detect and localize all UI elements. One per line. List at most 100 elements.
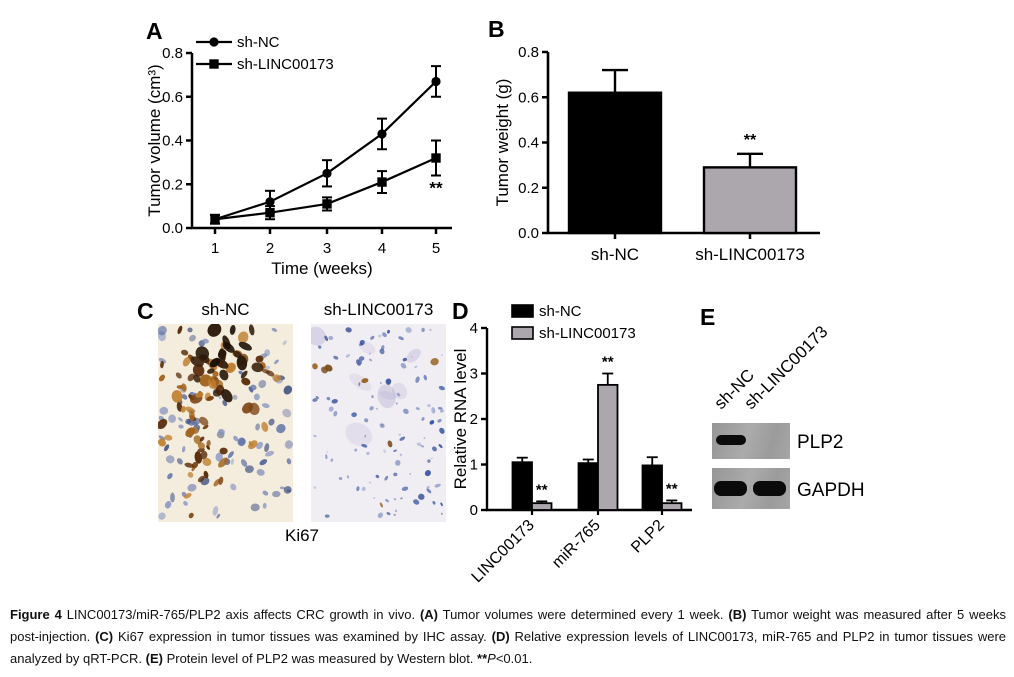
ihc-cell: [248, 386, 254, 393]
ihc-cell: [283, 385, 293, 395]
ihc-cell: [379, 422, 383, 426]
panel-e-label: E: [700, 304, 716, 330]
ihc-cell: [282, 408, 292, 418]
ihc-cell: [212, 389, 222, 397]
ihc-cell: [331, 399, 338, 404]
ihc-cell: [232, 394, 238, 400]
ihc-cell: [432, 500, 436, 505]
ihc-cell: [356, 486, 360, 492]
ihc-cell: [379, 502, 383, 508]
x-category-label: LINC00173: [469, 517, 538, 586]
ihc-cell: [158, 418, 168, 430]
ihc-cell: [218, 457, 229, 468]
data-point: [265, 207, 275, 218]
ihc-cell: [181, 383, 187, 392]
ihc-cell: [283, 486, 292, 494]
ihc-cell: [345, 354, 351, 358]
y-tick-label: 0.2: [162, 176, 183, 193]
y-tick-label: 0: [470, 502, 478, 519]
ihc-cell: [264, 349, 271, 356]
ihc-cell: [193, 374, 201, 383]
ihc-cell: [400, 497, 403, 500]
ihc-cell: [421, 417, 425, 421]
significance-stars: **: [429, 179, 443, 198]
ihc-cell: [262, 502, 267, 509]
ihc-cell: [190, 356, 204, 367]
x-category-label: PLP2: [628, 517, 668, 557]
ihc-cell: [377, 512, 384, 519]
ihc-cell: [375, 407, 379, 410]
ihc-cell: [386, 512, 391, 516]
ihc-cell: [240, 370, 248, 379]
wb-lane-label-sh-linc00173: sh-LINC00173: [740, 322, 832, 413]
ihc-cell: [345, 327, 352, 333]
ihc-cell: [403, 408, 409, 415]
ihc-cell: [168, 414, 177, 423]
bar-sh-NC: [567, 91, 663, 235]
x-tick-label: 3: [323, 240, 331, 257]
ihc-cell: [264, 365, 271, 370]
y-tick-label: 0.0: [518, 225, 539, 242]
ihc-cell: [184, 492, 192, 499]
caption-segment: LINC00173/miR-765/PLP2 axis affects CRC …: [61, 607, 420, 622]
ihc-cell: [338, 476, 343, 481]
ihc-cell: [438, 385, 445, 391]
ihc-cell: [262, 490, 269, 496]
ihc-cell: [282, 340, 287, 346]
ihc-cell: [421, 327, 425, 333]
bar-sh-LINC00173: [531, 502, 553, 511]
ihc-cell: [375, 474, 380, 479]
ihc-cell: [423, 374, 428, 381]
ihc-cell: [207, 368, 215, 374]
ihc-cell: [395, 402, 398, 405]
ihc-cell: [184, 462, 194, 468]
data-point: [210, 214, 220, 224]
caption-segment: Protein level of PLP2 was measured by We…: [162, 651, 478, 666]
ihc-cell: [286, 458, 292, 465]
ihc-cell: [379, 423, 385, 428]
ihc-cell: [368, 352, 371, 355]
significance-stars: **: [602, 354, 614, 371]
ihc-cell: [427, 404, 431, 408]
ihc-cell: [251, 362, 264, 373]
ihc-cell: [426, 485, 430, 490]
ihc-cell: [202, 424, 209, 430]
ihc-cell: [181, 394, 188, 400]
ihc-cell: [187, 373, 195, 382]
x-tick-label: 5: [432, 240, 440, 257]
ihc-cell: [405, 327, 412, 333]
ihc-cell: [194, 451, 203, 464]
ihc-cell: [207, 324, 222, 337]
ihc-cell: [212, 505, 219, 516]
ihc-cell: [328, 335, 334, 341]
caption-segment: (C): [95, 629, 114, 644]
legend-swatch: [511, 326, 534, 340]
ihc-cell: [177, 325, 183, 335]
ihc-cell: [216, 513, 221, 519]
ihc-cell: [384, 475, 389, 481]
ihc-cell: [381, 423, 384, 426]
ihc-cell: [393, 498, 397, 501]
ihc-cell: [333, 410, 338, 417]
panel-b-label: B: [488, 16, 505, 42]
ihc-cell: [430, 457, 434, 459]
ihc-cell: [276, 424, 286, 434]
ihc-cell: [222, 342, 235, 353]
ihc-title-sh-linc00173: sh-LINC00173: [323, 300, 434, 319]
ihc-cell: [361, 486, 366, 491]
y-axis-title: Relative RNA level: [451, 349, 470, 490]
legend-label: sh-NC: [539, 303, 582, 320]
caption-segment: P: [487, 651, 496, 666]
ihc-cell: [206, 440, 211, 447]
y-tick-label: 0.8: [518, 44, 539, 61]
data-point: [377, 129, 387, 139]
ihc-cell: [236, 355, 248, 371]
ihc-cell: [439, 427, 445, 434]
ihc-cell: [158, 438, 166, 447]
wb-protein-label-gapdh: GAPDH: [797, 480, 865, 501]
ihc-cell: [218, 428, 225, 435]
caption-segment: Tumor volumes were determined every 1 we…: [437, 607, 729, 622]
panel-a-label: A: [146, 18, 163, 44]
ihc-cell: [261, 403, 270, 409]
